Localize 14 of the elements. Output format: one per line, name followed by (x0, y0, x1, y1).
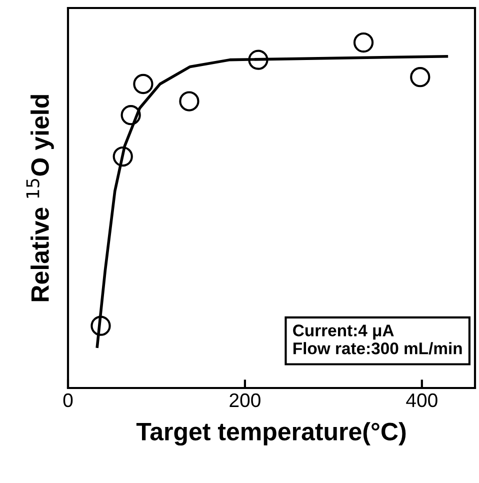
point (120, 105, 141, 126)
x-axis-title: Target temperature(°C) (136, 422, 406, 446)
point (248, 50, 268, 70)
x-tick-label: 400 (406, 393, 438, 408)
point (90, 316, 111, 336)
point (353, 32, 374, 53)
annotation: Current:4 μA Flow rate:300 mL/min (293, 324, 462, 354)
x-tick-label: 200 (230, 393, 260, 408)
x-tick-label: 0 (63, 393, 73, 408)
point (112, 146, 133, 167)
point (179, 91, 200, 112)
point (133, 74, 154, 94)
point (410, 67, 430, 88)
y-axis-title: Relative $^{15}$O yield (26, 95, 54, 302)
